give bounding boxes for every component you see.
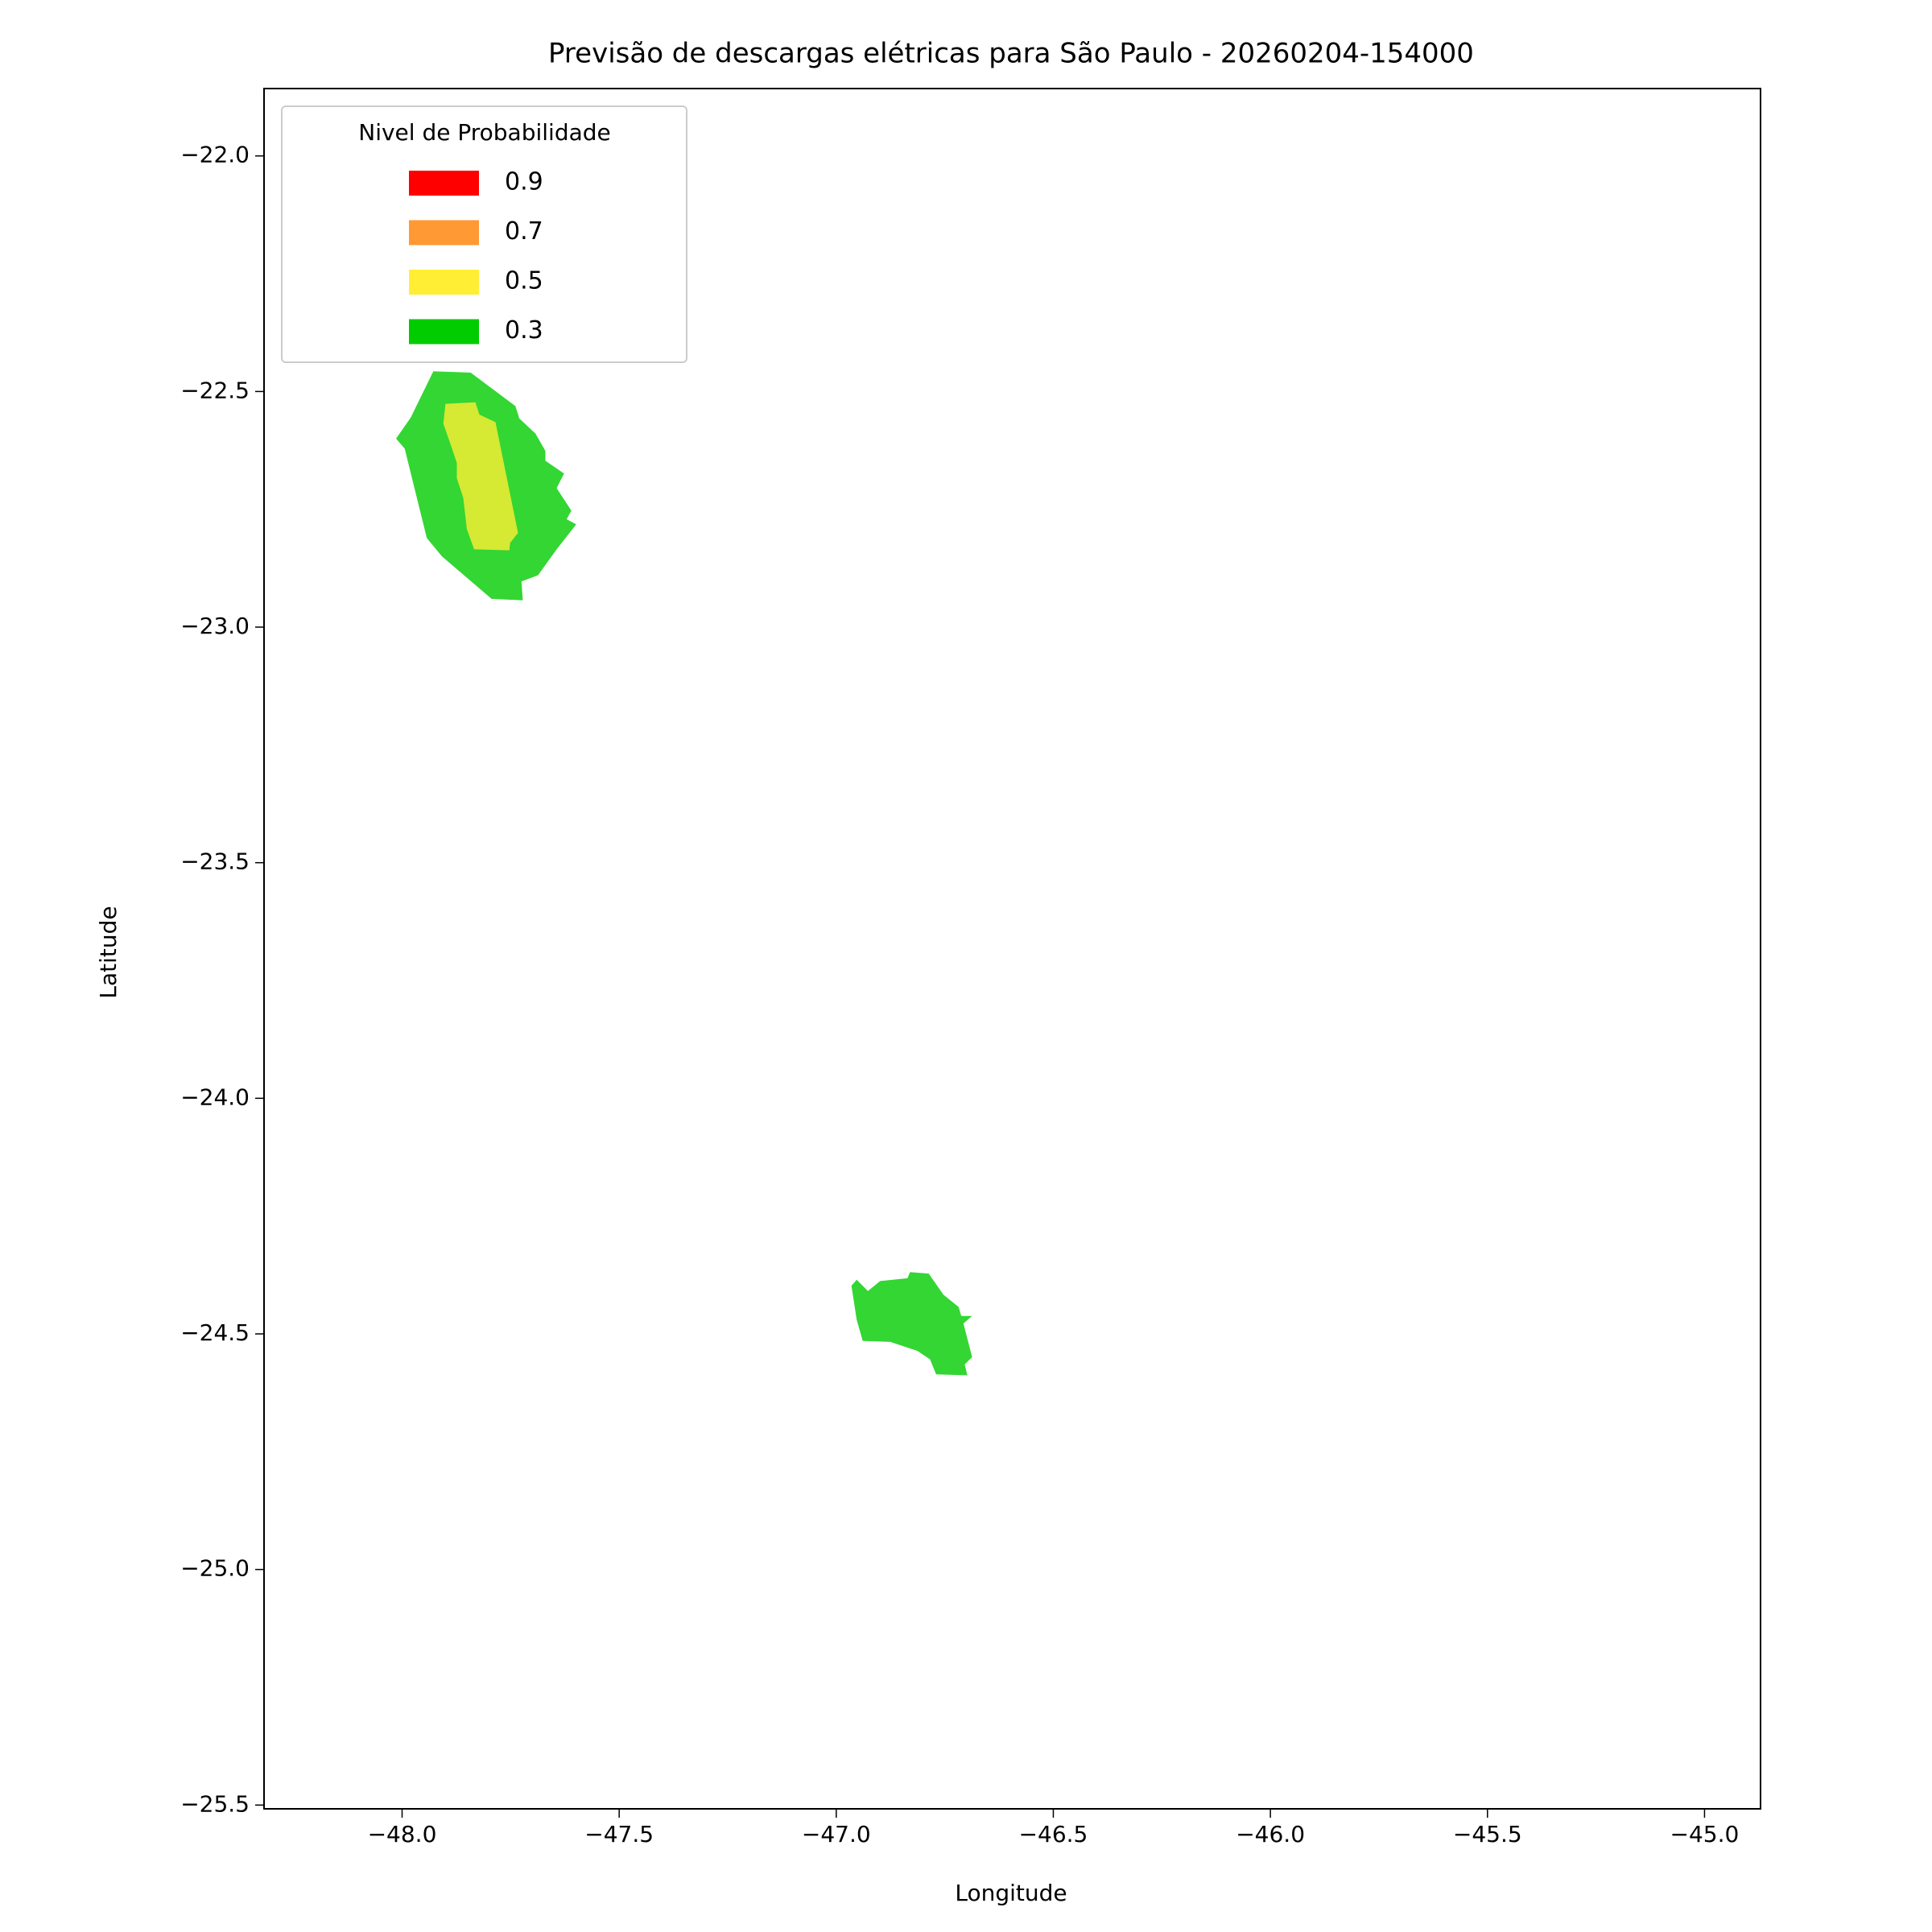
legend-swatch (409, 270, 479, 295)
plot-frame (263, 88, 1761, 1810)
contour-region (443, 402, 518, 551)
legend-label: 0.3 (505, 316, 543, 345)
x-tick-label: −46.5 (1019, 1821, 1088, 1847)
legend-swatch (409, 319, 479, 345)
legend-label: 0.5 (505, 267, 543, 295)
y-tick-label: −23.0 (180, 613, 250, 639)
legend-title: Nivel de Probabilidade (358, 119, 611, 146)
chart-title: Previsão de descargas elétricas para São… (548, 38, 1474, 70)
x-tick-label: −47.5 (584, 1821, 654, 1847)
legend-label: 0.7 (505, 217, 543, 246)
x-tick-label: −45.5 (1453, 1821, 1522, 1847)
y-tick-label: −24.5 (180, 1319, 250, 1346)
y-tick-label: −25.0 (180, 1555, 250, 1582)
y-axis-label: Latitude (95, 906, 122, 998)
legend-box (281, 105, 687, 363)
y-tick-label: −24.0 (180, 1084, 250, 1110)
x-tick-label: −47.0 (802, 1821, 871, 1847)
y-tick-label: −22.0 (180, 142, 250, 168)
legend-swatch (409, 220, 479, 246)
contour-region (851, 1272, 972, 1376)
y-tick-label: −25.5 (180, 1790, 250, 1817)
legend-label: 0.9 (505, 168, 543, 196)
x-axis-label: Longitude (955, 1880, 1067, 1906)
x-tick-label: −45.0 (1670, 1821, 1740, 1847)
legend-swatch (409, 171, 479, 196)
y-tick-label: −23.5 (180, 848, 250, 875)
x-tick-label: −46.0 (1236, 1821, 1305, 1847)
x-tick-label: −48.0 (368, 1821, 437, 1847)
y-tick-label: −22.5 (180, 377, 250, 403)
